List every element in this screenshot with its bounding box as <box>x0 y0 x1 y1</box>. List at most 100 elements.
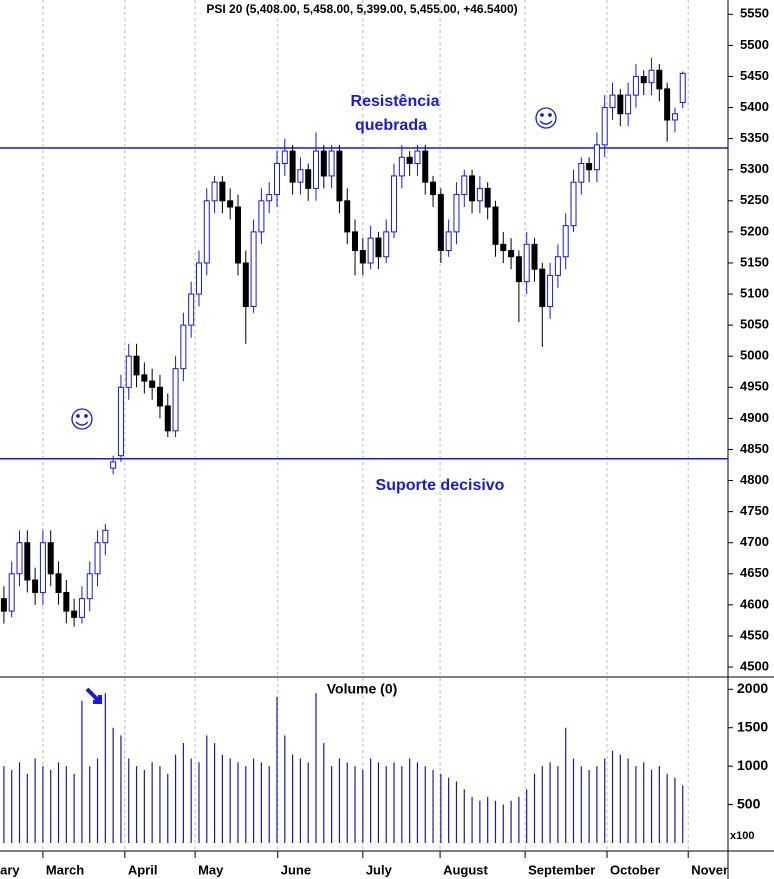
candle-body <box>320 150 327 177</box>
candle-body <box>523 243 530 283</box>
candle-body <box>671 113 678 121</box>
candle-body <box>133 355 140 376</box>
candle-body <box>430 181 437 196</box>
y-tick-label: 4650 <box>740 565 769 580</box>
candle-body <box>656 69 663 90</box>
y-tick-label: 5350 <box>740 130 769 145</box>
y-tick-label: 500 <box>737 795 761 811</box>
candle-body <box>242 262 249 307</box>
y-tick-label: 4700 <box>740 534 769 549</box>
candle-body <box>313 150 320 189</box>
candle-body <box>445 231 452 252</box>
y-tick-label: 4900 <box>740 410 769 425</box>
y-tick-label: 5450 <box>740 68 769 83</box>
candle-body <box>461 175 468 196</box>
x-tick-label: September <box>528 862 595 877</box>
candle-body <box>117 386 124 457</box>
candle-body <box>476 187 483 202</box>
y-tick-label: 5550 <box>740 6 769 21</box>
candle-body <box>414 150 421 164</box>
candle-body <box>258 200 265 233</box>
candle-body <box>195 262 202 295</box>
candle-body <box>336 150 343 202</box>
candle-body <box>47 542 54 575</box>
chart-title: Volume (0) <box>327 681 398 697</box>
x-tick-label: July <box>366 862 393 877</box>
smiley <box>535 107 557 129</box>
candle-body <box>344 200 351 233</box>
candle-body <box>508 250 515 258</box>
candle-body <box>289 150 296 183</box>
candle-body <box>492 206 499 245</box>
y-tick-label: 4750 <box>740 503 769 518</box>
candle-body <box>71 610 78 618</box>
candle-body <box>328 150 335 177</box>
candle-body <box>406 156 413 164</box>
candle-body <box>63 591 70 612</box>
y-tick-label: 1500 <box>737 718 768 734</box>
candle-body <box>78 598 85 618</box>
y-tick-label: 1000 <box>737 757 768 773</box>
y-tick-label: 4600 <box>740 596 769 611</box>
y-tick-label: 4950 <box>740 379 769 394</box>
candle-body <box>586 162 593 171</box>
candle-body <box>86 573 93 600</box>
candle-body <box>110 461 117 469</box>
unit-label: x100 <box>730 830 754 842</box>
candle-body <box>609 94 616 109</box>
candle-body <box>297 169 304 183</box>
arrow <box>85 687 102 704</box>
candle-body <box>0 598 7 612</box>
candle-body <box>180 324 187 370</box>
candle-body <box>664 88 671 121</box>
candle-body <box>102 529 109 544</box>
x-tick-label: March <box>46 862 84 877</box>
candle-body <box>39 542 46 593</box>
candle-body <box>16 542 23 575</box>
y-tick-label: 4500 <box>740 658 769 673</box>
annotation: Resistência <box>351 93 440 110</box>
candle-body <box>172 368 179 432</box>
candle-body <box>547 274 554 307</box>
x-tick-label: October <box>610 862 660 877</box>
candle-body <box>305 169 312 189</box>
x-tick-label: June <box>281 862 311 877</box>
candle-body <box>188 293 195 326</box>
candle-body <box>250 231 257 307</box>
candle-body <box>8 573 15 612</box>
y-tick-label: 5400 <box>740 99 769 114</box>
candle-body <box>398 156 405 177</box>
smiley <box>71 408 93 430</box>
candle-body <box>484 187 491 208</box>
candle-body <box>632 75 639 96</box>
candle-body <box>281 150 288 164</box>
candle-body <box>554 256 561 276</box>
y-tick-label: 4550 <box>740 627 769 642</box>
annotation: Suporte decisivo <box>376 477 505 494</box>
y-tick-label: 4850 <box>740 441 769 456</box>
candle-body <box>437 194 444 252</box>
candle-body <box>359 250 366 264</box>
candle-body <box>367 237 374 264</box>
candle-body <box>383 231 390 258</box>
candle-body <box>593 144 600 171</box>
candle-body <box>352 231 359 252</box>
candle-body <box>453 194 460 233</box>
candle-body <box>266 194 273 202</box>
candle-body <box>648 69 655 84</box>
candle-body <box>141 374 148 382</box>
candle-body <box>164 405 171 432</box>
candle-body <box>562 225 569 258</box>
candle-body <box>617 94 624 115</box>
candle-body <box>531 243 538 270</box>
candle-body <box>32 579 39 593</box>
candle-body <box>500 243 507 252</box>
candle-body <box>234 206 241 264</box>
candle-body <box>149 380 156 388</box>
candle-body <box>94 542 101 575</box>
candle-body <box>578 162 585 183</box>
candle-body <box>156 386 163 407</box>
x-tick-label: May <box>198 862 224 877</box>
y-tick-label: 5250 <box>740 192 769 207</box>
